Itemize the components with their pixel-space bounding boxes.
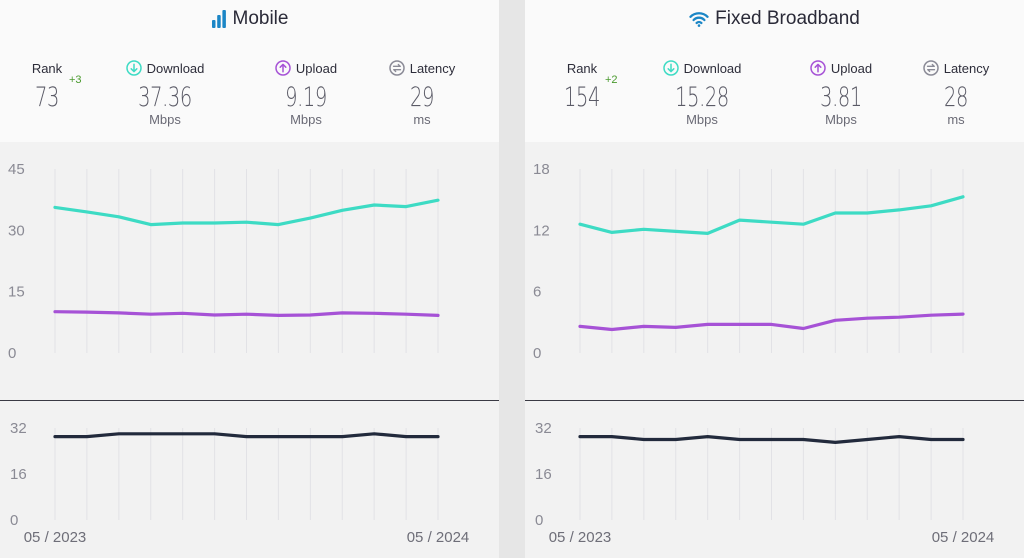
latency-unit: ms: [413, 112, 431, 127]
upload-series-line: [578, 312, 965, 332]
latency-label: Latency: [943, 60, 990, 76]
download-value: 15.28: [675, 82, 729, 113]
latency-arrows-icon: [388, 60, 405, 76]
rank-value: 154: [563, 82, 601, 113]
rank-value: 73: [34, 82, 60, 113]
fixed-latency-chart: 0 16 32 05 / 2023 05 / 2024: [535, 420, 995, 546]
download-label: Download: [146, 60, 205, 76]
mobile-speed-chart: 0 15 30 45: [8, 161, 440, 362]
upload-unit: Mbps: [825, 112, 857, 127]
y-tick-label: 12: [533, 222, 550, 239]
latency-unit: ms: [947, 112, 965, 127]
fixed-title-text: Fixed Broadband: [715, 8, 860, 29]
fixed-header: Fixed Broadband Rank 154 +2 Download 15.…: [525, 0, 1024, 142]
latency-value: 29: [409, 82, 435, 113]
upload-series-line: [53, 310, 440, 317]
signal-bars-icon: [211, 10, 226, 28]
mobile-download-stat: Download 37.36 Mbps: [110, 58, 220, 127]
y-tick-label: 16: [10, 466, 27, 483]
download-value: 37.36: [138, 82, 192, 113]
rank-change-badge: +3: [69, 74, 82, 86]
x-tick-label-start: 05 / 2023: [24, 529, 87, 546]
y-tick-label: 45: [8, 161, 25, 178]
fixed-rank-stat: Rank 154: [527, 58, 637, 114]
rank-label: Rank: [31, 60, 63, 76]
wifi-icon: [689, 12, 709, 27]
latency-series-line: [578, 434, 965, 445]
fixed-speed-chart: 0 6 12 18: [533, 161, 965, 362]
download-label: Download: [683, 60, 742, 76]
upload-unit: Mbps: [290, 112, 322, 127]
x-tick-label-end: 05 / 2024: [407, 529, 470, 546]
y-tick-label: 0: [533, 345, 541, 362]
mobile-latency-stat: Latency 29 ms: [367, 58, 477, 127]
upload-label: Upload: [830, 60, 873, 76]
rank-label: Rank: [566, 60, 598, 76]
upload-value: 3.81: [820, 82, 862, 113]
x-tick-label-start: 05 / 2023: [549, 529, 612, 546]
y-tick-label: 18: [533, 161, 550, 178]
latency-label: Latency: [409, 60, 456, 76]
fixed-download-stat: Download 15.28 Mbps: [647, 58, 757, 127]
y-tick-label: 30: [8, 222, 25, 239]
upload-arrow-icon: [810, 60, 826, 76]
chart-divider: [0, 400, 499, 401]
mobile-upload-stat: Upload 9.19 Mbps: [251, 58, 361, 127]
y-tick-label: 15: [8, 284, 25, 301]
latency-arrows-icon: [922, 60, 939, 76]
download-arrow-icon: [662, 60, 679, 76]
fixed-title: Fixed Broadband: [525, 8, 1024, 30]
download-series-line: [578, 195, 965, 236]
fixed-upload-stat: Upload 3.81 Mbps: [786, 58, 896, 127]
download-arrow-icon: [125, 60, 142, 76]
y-tick-label: 6: [533, 284, 541, 301]
download-unit: Mbps: [686, 112, 718, 127]
upload-arrow-icon: [275, 60, 291, 76]
y-tick-label: 0: [535, 512, 543, 529]
mobile-latency-chart: 0 16 32 05 / 2023 05 / 2024: [10, 420, 470, 546]
x-tick-label-end: 05 / 2024: [932, 529, 995, 546]
mobile-title: Mobile: [0, 8, 499, 30]
fixed-broadband-panel: Fixed Broadband Rank 154 +2 Download 15.…: [525, 0, 1024, 558]
rank-change-badge: +2: [605, 74, 618, 86]
y-tick-label: 32: [535, 420, 552, 437]
fixed-latency-stat: Latency 28 ms: [901, 58, 1011, 127]
mobile-rank-stat: Rank 73: [0, 58, 102, 114]
mobile-title-text: Mobile: [232, 8, 289, 29]
y-tick-label: 0: [10, 512, 18, 529]
upload-label: Upload: [295, 60, 338, 76]
latency-series-line: [53, 432, 440, 439]
chart-divider: [525, 400, 1024, 401]
upload-value: 9.19: [285, 82, 327, 113]
y-tick-label: 0: [8, 345, 16, 362]
latency-value: 28: [943, 82, 969, 113]
mobile-header: Mobile Rank 73 +3 Download 37.36 Mbps: [0, 0, 499, 142]
download-unit: Mbps: [149, 112, 181, 127]
mobile-panel: Mobile Rank 73 +3 Download 37.36 Mbps: [0, 0, 499, 558]
download-series-line: [53, 198, 440, 227]
y-tick-label: 32: [10, 420, 27, 437]
y-tick-label: 16: [535, 466, 552, 483]
